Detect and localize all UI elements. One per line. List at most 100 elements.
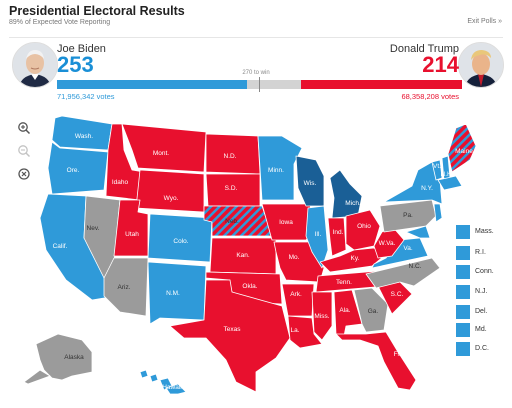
label-okla: Okla. xyxy=(242,283,257,290)
state-pa[interactable] xyxy=(379,199,437,233)
legend-swatch xyxy=(456,265,470,279)
legend-item-md[interactable]: Md. xyxy=(456,323,506,337)
legend-label: D.C. xyxy=(475,345,489,352)
label-hawaii: Hawaii xyxy=(162,384,182,391)
legend-label: N.J. xyxy=(475,288,488,295)
state-la[interactable] xyxy=(287,315,323,349)
label-pa: Pa. xyxy=(403,212,413,219)
label-utah: Utah xyxy=(125,231,139,238)
legend-swatch xyxy=(456,285,470,299)
label-tenn: Tenn. xyxy=(336,279,352,286)
state-wyo[interactable] xyxy=(135,169,205,213)
state-mich[interactable] xyxy=(329,169,363,219)
label-ny: N.Y. xyxy=(421,185,433,192)
exit-polls-link[interactable]: Exit Polls » xyxy=(467,18,502,25)
label-ohio: Ohio xyxy=(357,223,371,230)
legend-swatch xyxy=(456,246,470,260)
win-threshold-label: 270 to win xyxy=(242,70,270,76)
legend-item-dc[interactable]: D.C. xyxy=(456,342,506,356)
zoom-out-button[interactable] xyxy=(13,140,35,162)
state-nj-region xyxy=(433,203,443,223)
page-title: Presidential Electoral Results xyxy=(9,4,185,18)
state-colo[interactable] xyxy=(147,213,213,263)
legend-item-conn[interactable]: Conn. xyxy=(456,265,506,279)
label-nh: N.H. xyxy=(441,171,454,178)
label-miss: Miss. xyxy=(314,313,329,320)
biden-electoral-votes: 253 xyxy=(57,52,94,77)
label-mont: Mont. xyxy=(153,150,169,157)
state-nm[interactable] xyxy=(147,261,207,325)
state-ark[interactable] xyxy=(281,283,315,317)
label-ga: Ga. xyxy=(368,308,379,315)
state-hawaii[interactable] xyxy=(139,369,187,395)
trump-avatar xyxy=(458,42,504,88)
label-nc: N.C. xyxy=(409,263,422,270)
legend-label: R.I. xyxy=(475,249,486,256)
state-md-region xyxy=(405,225,431,239)
legend-label: Conn. xyxy=(475,268,494,275)
legend-swatch xyxy=(456,225,470,239)
state-wva[interactable] xyxy=(373,225,405,259)
label-kan: Kan. xyxy=(236,252,250,259)
label-wyo: Wyo. xyxy=(164,195,179,202)
trump-name: Donald Trump xyxy=(389,43,459,55)
state-maine[interactable] xyxy=(447,123,477,173)
label-neb: Neb. xyxy=(225,218,239,225)
state-alaska-tail xyxy=(23,369,51,385)
legend-swatch xyxy=(456,305,470,319)
label-sd: S.D. xyxy=(225,185,238,192)
state-neb[interactable] xyxy=(203,205,273,237)
label-nm: N.M. xyxy=(166,290,180,297)
close-icon xyxy=(18,168,30,180)
label-la: La. xyxy=(290,327,299,334)
state-labels: Wash. Ore. Calif. Nev. Idaho Mont. Wyo. … xyxy=(53,133,474,391)
biden-name: Joe Biden xyxy=(57,43,106,55)
state-minn[interactable] xyxy=(257,135,303,201)
legend-label: Del. xyxy=(475,308,488,315)
state-fla[interactable] xyxy=(335,331,417,391)
legend-item-ri[interactable]: R.I. xyxy=(456,246,506,260)
label-va: Va. xyxy=(403,245,412,252)
label-ill: Ill. xyxy=(315,231,322,238)
state-utah[interactable] xyxy=(113,199,149,257)
label-colo: Colo. xyxy=(173,238,188,245)
state-mont[interactable] xyxy=(121,123,207,173)
label-ind: Ind. xyxy=(333,229,344,236)
legend-item-nj[interactable]: N.J. xyxy=(456,285,506,299)
legend-label: Md. xyxy=(475,326,487,333)
zoom-in-button[interactable] xyxy=(13,117,35,139)
label-idaho: Idaho xyxy=(112,179,129,186)
state-vt[interactable] xyxy=(431,159,443,181)
state-texas[interactable] xyxy=(169,279,291,393)
state-alaska[interactable] xyxy=(35,333,93,381)
rep-progress-fill xyxy=(300,80,462,89)
label-fla: Fla. xyxy=(394,351,405,358)
reporting-status: 89% of Expected Vote Reporting xyxy=(9,19,111,26)
label-sc: S.C. xyxy=(391,291,404,298)
legend-swatch xyxy=(456,342,470,356)
legend-item-mass[interactable]: Mass. xyxy=(456,225,506,239)
state-ore[interactable] xyxy=(47,141,109,195)
zoom-out-icon xyxy=(18,145,31,158)
label-ky: Ky. xyxy=(351,255,360,262)
electoral-progress-bar xyxy=(57,77,462,92)
label-vt: Vt. xyxy=(433,163,441,170)
legend-item-del[interactable]: Del. xyxy=(456,305,506,319)
state-nc[interactable] xyxy=(365,257,441,289)
reset-map-button[interactable] xyxy=(13,163,35,185)
state-ill[interactable] xyxy=(305,205,329,269)
label-nd: N.D. xyxy=(224,153,237,160)
state-ind[interactable] xyxy=(327,217,347,257)
label-wva: W.Va. xyxy=(379,240,396,247)
state-ga[interactable] xyxy=(353,287,389,333)
label-maine: Maine xyxy=(455,148,473,155)
label-ariz: Ariz. xyxy=(118,284,131,291)
zoom-in-icon xyxy=(18,122,31,135)
label-alaska: Alaska xyxy=(64,354,84,361)
label-wash: Wash. xyxy=(75,133,93,140)
state-miss[interactable] xyxy=(311,291,333,341)
label-nev: Nev. xyxy=(87,225,100,232)
trump-electoral-votes: 214 xyxy=(422,52,459,77)
label-minn: Minn. xyxy=(268,167,284,174)
